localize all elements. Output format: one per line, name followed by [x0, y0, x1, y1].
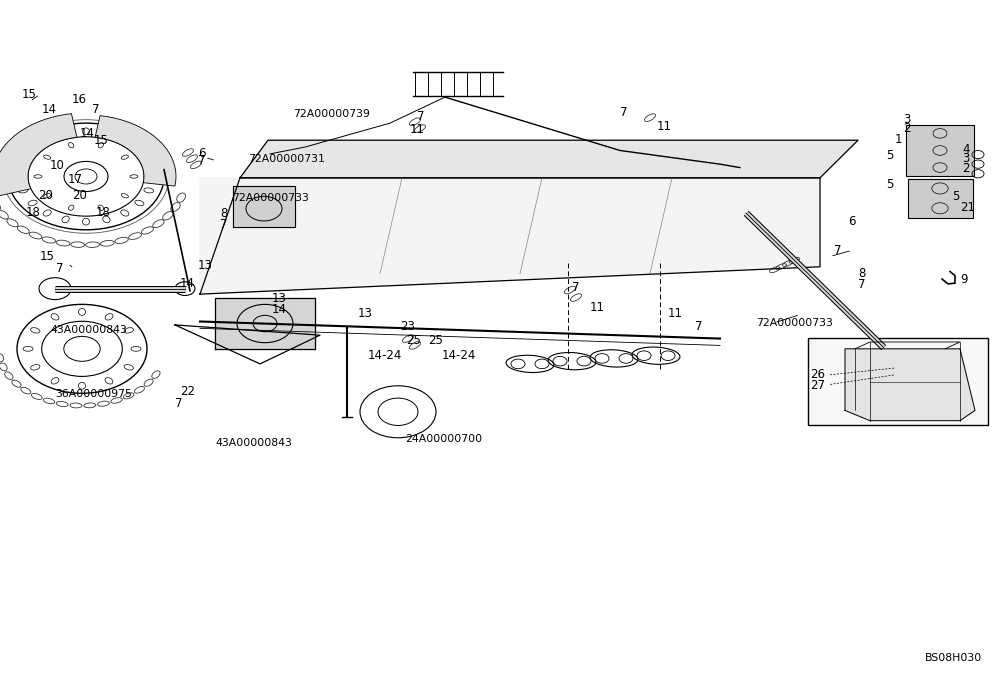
Text: 5: 5: [886, 178, 893, 192]
Text: 22: 22: [180, 384, 195, 398]
Text: BS08H030: BS08H030: [925, 653, 982, 663]
Text: 36A00000975: 36A00000975: [55, 389, 132, 399]
Polygon shape: [95, 116, 176, 186]
Text: 11: 11: [668, 306, 683, 320]
Text: 1: 1: [895, 133, 902, 146]
Text: 25: 25: [406, 334, 421, 347]
Text: 9: 9: [960, 272, 968, 286]
Text: 25: 25: [428, 334, 443, 347]
Text: 15: 15: [22, 88, 37, 101]
Text: 11: 11: [657, 120, 672, 133]
Text: 7: 7: [220, 218, 228, 231]
Text: 14: 14: [272, 302, 287, 316]
Text: 26: 26: [810, 368, 825, 382]
Text: 11: 11: [590, 301, 605, 315]
Text: 4: 4: [962, 142, 970, 156]
Polygon shape: [233, 186, 295, 227]
Text: 72A00000733: 72A00000733: [756, 318, 833, 328]
Text: 15: 15: [94, 133, 109, 147]
Text: 43A00000843: 43A00000843: [215, 438, 292, 448]
Text: 13: 13: [272, 291, 287, 305]
Polygon shape: [0, 114, 77, 196]
Text: 16: 16: [72, 92, 87, 106]
Text: 7: 7: [620, 106, 628, 120]
Polygon shape: [200, 178, 820, 294]
Polygon shape: [240, 140, 858, 178]
Text: 6: 6: [848, 215, 856, 228]
Text: 8: 8: [858, 267, 865, 280]
Text: 11: 11: [410, 123, 425, 137]
Text: 5: 5: [952, 190, 959, 204]
Polygon shape: [215, 298, 315, 349]
Text: 72A00000731: 72A00000731: [248, 154, 325, 163]
Text: 6: 6: [198, 147, 206, 161]
Text: 3: 3: [903, 112, 910, 126]
Text: 2: 2: [903, 122, 910, 135]
Text: 14-24: 14-24: [368, 349, 402, 363]
Text: 72A00000739: 72A00000739: [293, 109, 370, 119]
Text: 17: 17: [68, 172, 83, 186]
Text: 21: 21: [960, 201, 975, 215]
Text: 7: 7: [834, 244, 842, 257]
Text: 24A00000700: 24A00000700: [405, 434, 482, 444]
Bar: [908, 179, 972, 218]
Text: 7: 7: [56, 262, 64, 276]
Text: 10: 10: [50, 159, 65, 172]
Text: 15: 15: [40, 250, 55, 263]
Text: 7: 7: [858, 278, 866, 291]
Text: 14: 14: [80, 127, 95, 140]
Text: 7: 7: [198, 154, 206, 168]
Text: 3: 3: [962, 152, 969, 166]
Bar: [906, 124, 974, 176]
Text: 7: 7: [175, 397, 182, 410]
Text: 14: 14: [180, 276, 195, 290]
Text: 13: 13: [198, 259, 213, 272]
Text: 14: 14: [42, 103, 57, 116]
Text: 13: 13: [358, 306, 373, 320]
Text: 7: 7: [417, 109, 424, 123]
Polygon shape: [845, 349, 975, 421]
Text: 23: 23: [400, 320, 415, 334]
Text: 7: 7: [92, 103, 100, 116]
Text: 72A00000733: 72A00000733: [232, 194, 309, 203]
Text: 18: 18: [96, 205, 111, 219]
Text: 8: 8: [220, 207, 227, 220]
Text: 5: 5: [886, 149, 893, 163]
Text: 7: 7: [695, 320, 702, 334]
Text: 20: 20: [72, 189, 87, 202]
Text: 20: 20: [38, 189, 53, 202]
Text: 14-24: 14-24: [442, 349, 476, 363]
Bar: [808, 338, 988, 425]
Text: 27: 27: [810, 379, 825, 393]
Text: 2: 2: [962, 161, 970, 175]
Text: 43A00000843: 43A00000843: [50, 325, 127, 334]
Text: 18: 18: [26, 205, 41, 219]
Text: 7: 7: [572, 280, 580, 294]
